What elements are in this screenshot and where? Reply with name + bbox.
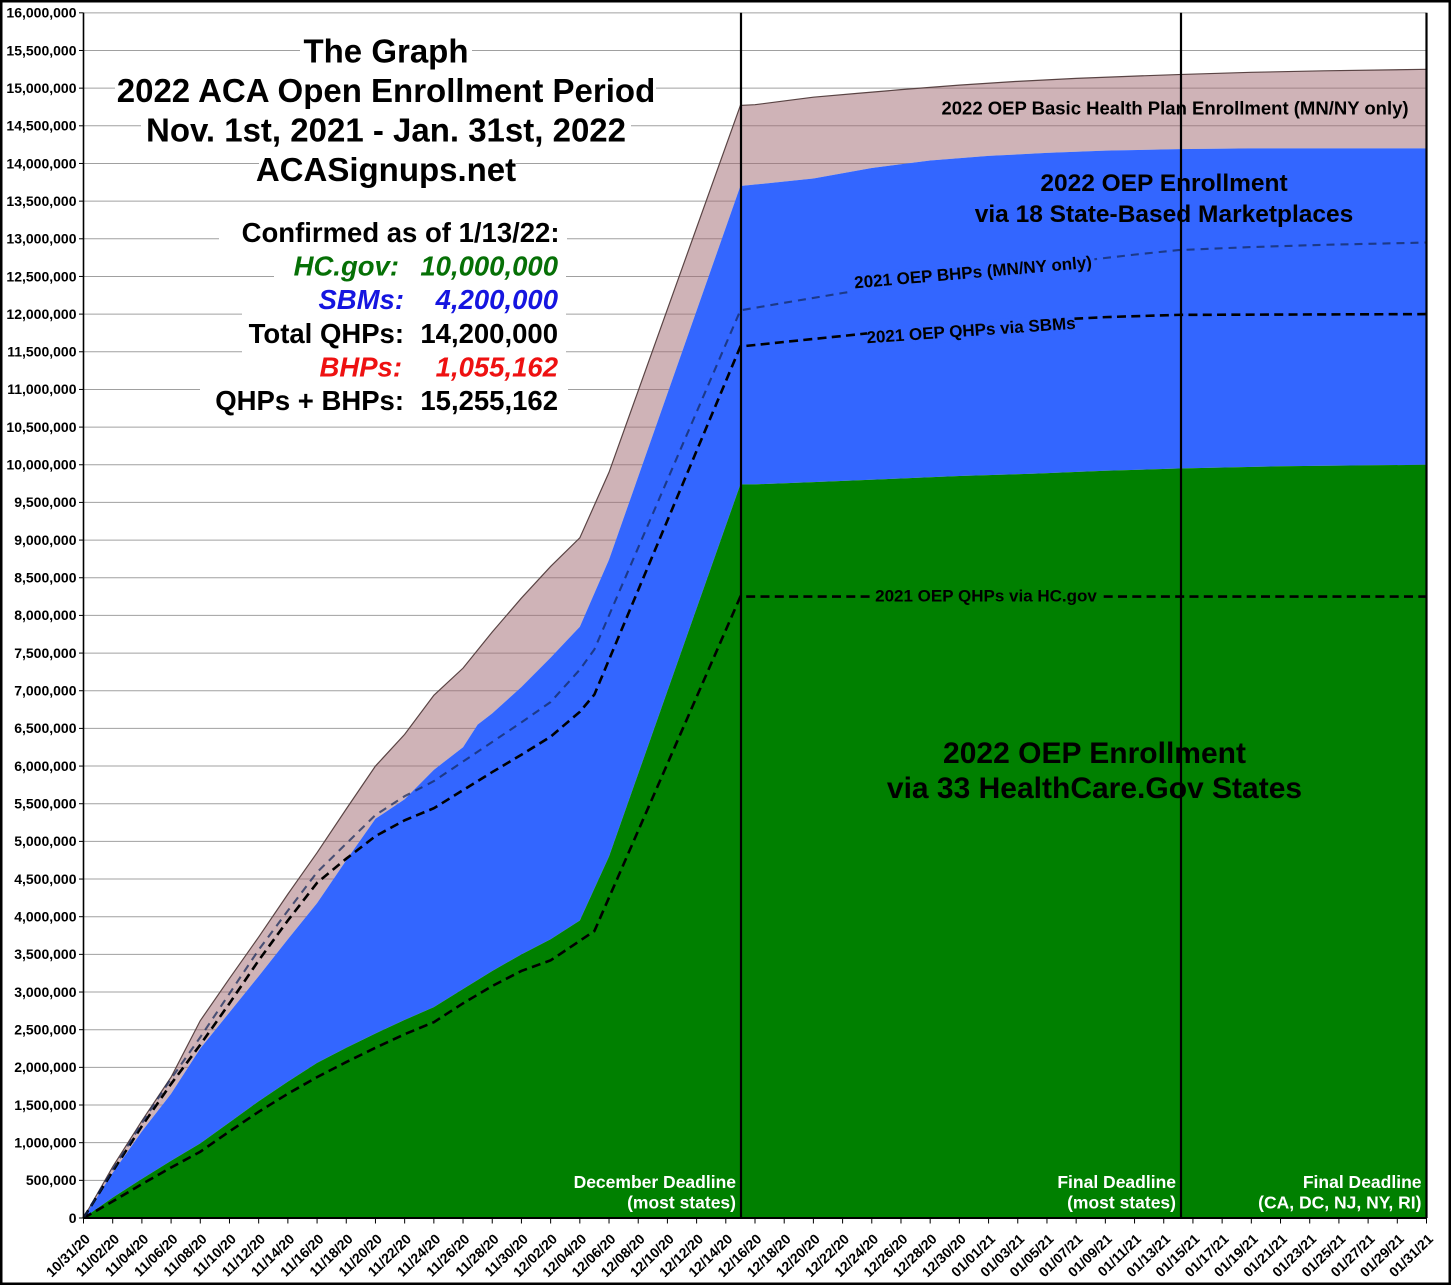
svg-text:10,000,000: 10,000,000 [420, 251, 558, 282]
svg-text:Total QHPs:: Total QHPs: [249, 318, 404, 349]
svg-text:14,500,000: 14,500,000 [6, 118, 76, 134]
svg-text:15,255,162: 15,255,162 [420, 385, 558, 416]
svg-text:7,500,000: 7,500,000 [14, 645, 76, 661]
svg-text:12,500,000: 12,500,000 [6, 268, 76, 284]
svg-text:4,000,000: 4,000,000 [14, 909, 76, 925]
svg-text:2,500,000: 2,500,000 [14, 1021, 76, 1037]
svg-text:16,000,000: 16,000,000 [6, 5, 76, 21]
svg-text:14,200,000: 14,200,000 [420, 318, 558, 349]
svg-text:4,200,000: 4,200,000 [435, 284, 559, 315]
svg-text:2022 OEP Enrollment: 2022 OEP Enrollment [943, 737, 1246, 770]
svg-text:2022 OEP Basic Health Plan Enr: 2022 OEP Basic Health Plan Enrollment (M… [941, 98, 1408, 119]
svg-text:via 18 State-Based Marketplace: via 18 State-Based Marketplaces [975, 201, 1354, 228]
svg-text:(CA, DC, NJ, NY, RI): (CA, DC, NJ, NY, RI) [1258, 1192, 1421, 1212]
svg-text:14,000,000: 14,000,000 [6, 155, 76, 171]
svg-text:(most states): (most states) [1067, 1192, 1176, 1212]
svg-text:3,000,000: 3,000,000 [14, 984, 76, 1000]
svg-text:500,000: 500,000 [26, 1172, 77, 1188]
svg-text:5,000,000: 5,000,000 [14, 833, 76, 849]
svg-text:Final Deadline: Final Deadline [1303, 1172, 1422, 1192]
svg-text:13,000,000: 13,000,000 [6, 231, 76, 247]
svg-text:4,500,000: 4,500,000 [14, 871, 76, 887]
svg-text:9,000,000: 9,000,000 [14, 532, 76, 548]
svg-text:6,500,000: 6,500,000 [14, 720, 76, 736]
svg-text:QHPs + BHPs:: QHPs + BHPs: [215, 385, 404, 416]
svg-text:Final Deadline: Final Deadline [1057, 1172, 1176, 1192]
svg-text:2022 OEP Enrollment: 2022 OEP Enrollment [1040, 170, 1287, 197]
svg-text:5,500,000: 5,500,000 [14, 796, 76, 812]
svg-text:7,000,000: 7,000,000 [14, 683, 76, 699]
svg-text:via 33 HealthCare.Gov States: via 33 HealthCare.Gov States [887, 772, 1302, 805]
svg-text:Nov. 1st, 2021 - Jan. 31st, 20: Nov. 1st, 2021 - Jan. 31st, 2022 [146, 112, 626, 149]
svg-text:11,000,000: 11,000,000 [7, 381, 77, 397]
svg-text:BHPs:: BHPs: [319, 351, 402, 382]
svg-text:13,500,000: 13,500,000 [6, 193, 76, 209]
svg-text:10,000,000: 10,000,000 [6, 457, 76, 473]
svg-text:ACASignups.net: ACASignups.net [256, 151, 516, 188]
svg-text:12,000,000: 12,000,000 [6, 306, 76, 322]
svg-text:2021 OEP QHPs via HC.gov: 2021 OEP QHPs via HC.gov [875, 587, 1097, 606]
svg-text:1,500,000: 1,500,000 [14, 1097, 76, 1113]
svg-text:1,055,162: 1,055,162 [436, 351, 559, 382]
svg-text:December Deadline: December Deadline [574, 1172, 737, 1192]
svg-text:6,000,000: 6,000,000 [14, 758, 76, 774]
svg-text:8,000,000: 8,000,000 [14, 607, 76, 623]
svg-text:15,000,000: 15,000,000 [6, 80, 76, 96]
svg-text:SBMs:: SBMs: [318, 284, 404, 315]
svg-text:The Graph: The Graph [303, 33, 468, 70]
svg-text:9,500,000: 9,500,000 [14, 494, 76, 510]
svg-text:HC.gov:: HC.gov: [294, 251, 399, 282]
svg-text:3,500,000: 3,500,000 [14, 946, 76, 962]
svg-text:(most states): (most states) [627, 1192, 736, 1212]
svg-text:2022 ACA Open Enrollment Perio: 2022 ACA Open Enrollment Period [117, 72, 656, 109]
svg-text:Confirmed as of 1/13/22:: Confirmed as of 1/13/22: [242, 217, 560, 248]
svg-text:0: 0 [69, 1210, 77, 1226]
svg-text:1,000,000: 1,000,000 [14, 1134, 76, 1150]
svg-text:2,000,000: 2,000,000 [14, 1059, 76, 1075]
svg-text:8,500,000: 8,500,000 [14, 570, 76, 586]
svg-text:10,500,000: 10,500,000 [6, 419, 76, 435]
svg-text:15,500,000: 15,500,000 [6, 42, 76, 58]
svg-text:11,500,000: 11,500,000 [7, 344, 77, 360]
